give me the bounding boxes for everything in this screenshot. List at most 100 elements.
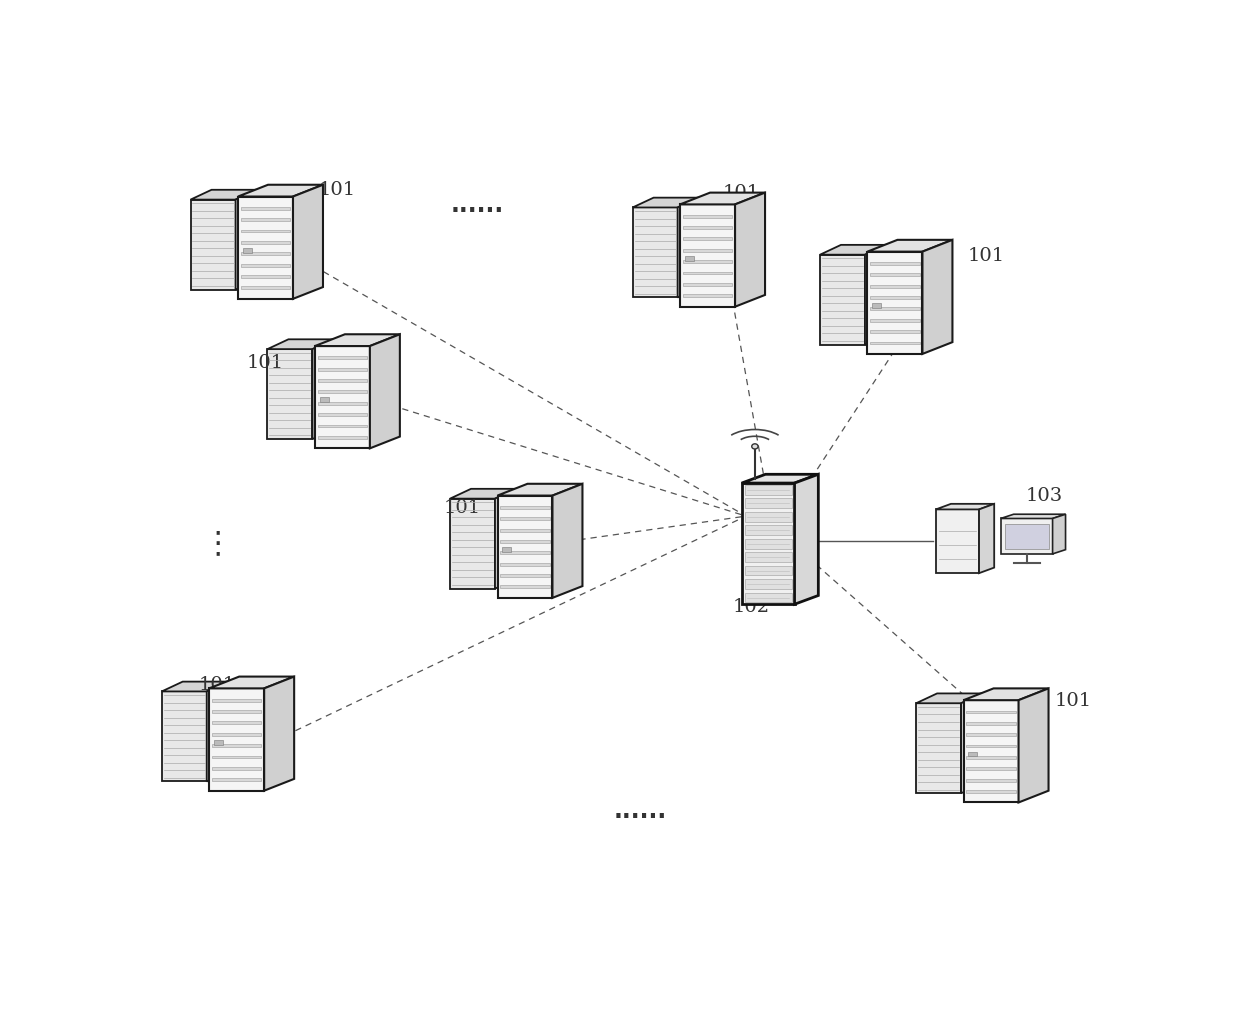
Bar	[744, 539, 791, 549]
Bar	[870, 285, 920, 287]
Polygon shape	[236, 190, 257, 289]
Bar	[744, 485, 791, 495]
Bar	[212, 779, 262, 781]
Polygon shape	[497, 496, 553, 598]
Bar	[870, 308, 920, 311]
Bar	[212, 755, 262, 758]
Bar	[968, 751, 977, 756]
Polygon shape	[916, 703, 961, 793]
Bar	[966, 790, 1016, 793]
Bar	[870, 262, 920, 265]
Bar	[683, 294, 732, 297]
Bar	[501, 586, 549, 589]
Polygon shape	[820, 245, 885, 254]
Bar	[870, 296, 920, 298]
Bar	[241, 286, 290, 289]
Bar	[683, 237, 732, 240]
Bar	[870, 330, 920, 333]
Polygon shape	[868, 251, 923, 354]
Polygon shape	[923, 240, 952, 354]
Polygon shape	[238, 196, 293, 298]
Text: 101: 101	[967, 247, 1004, 266]
Bar	[684, 256, 694, 261]
Text: ......: ......	[450, 193, 503, 218]
Bar	[966, 779, 1016, 782]
Text: ......: ......	[614, 799, 667, 823]
Polygon shape	[936, 509, 980, 573]
Polygon shape	[161, 692, 207, 782]
Polygon shape	[742, 474, 818, 483]
Polygon shape	[936, 504, 994, 509]
Bar	[683, 283, 732, 286]
Polygon shape	[680, 192, 765, 204]
Bar	[502, 547, 511, 552]
Bar	[683, 248, 732, 251]
Bar	[966, 768, 1016, 771]
Bar	[317, 357, 367, 360]
Bar	[501, 506, 549, 509]
Bar	[870, 319, 920, 322]
Polygon shape	[963, 689, 1049, 700]
Text: 102: 102	[733, 598, 769, 615]
Bar	[870, 341, 920, 344]
Polygon shape	[315, 346, 370, 449]
Bar	[966, 745, 1016, 747]
Text: 103: 103	[1025, 487, 1063, 506]
Polygon shape	[315, 334, 399, 346]
Bar	[317, 379, 367, 382]
Polygon shape	[450, 489, 516, 499]
Polygon shape	[161, 682, 228, 692]
Text: 101: 101	[1054, 692, 1091, 710]
Bar	[241, 241, 290, 244]
Polygon shape	[820, 254, 866, 344]
Text: 101: 101	[444, 499, 481, 517]
Text: 101: 101	[198, 677, 236, 694]
Polygon shape	[191, 199, 236, 289]
Bar	[744, 566, 791, 575]
Polygon shape	[210, 689, 264, 791]
Polygon shape	[553, 483, 583, 598]
Polygon shape	[868, 240, 952, 251]
Bar	[744, 552, 791, 562]
Bar	[241, 252, 290, 256]
Bar	[501, 574, 549, 577]
Text: 101: 101	[723, 184, 760, 202]
Bar	[212, 722, 262, 725]
Text: 101: 101	[319, 181, 356, 198]
Polygon shape	[680, 204, 735, 307]
Bar	[744, 512, 791, 521]
Polygon shape	[980, 504, 994, 573]
Bar	[683, 226, 732, 229]
Bar	[241, 264, 290, 267]
Bar	[744, 525, 791, 536]
Bar	[872, 303, 882, 308]
Text: 101: 101	[247, 354, 284, 372]
Bar	[744, 499, 791, 508]
Polygon shape	[495, 489, 516, 589]
Bar	[317, 413, 367, 416]
Bar	[241, 275, 290, 278]
Polygon shape	[238, 185, 322, 196]
Bar	[320, 398, 329, 403]
Bar	[317, 368, 367, 371]
Polygon shape	[268, 339, 334, 350]
Bar	[317, 402, 367, 405]
Polygon shape	[268, 350, 312, 439]
Bar	[501, 528, 549, 531]
Bar	[966, 756, 1016, 759]
Polygon shape	[293, 185, 322, 298]
Polygon shape	[1001, 514, 1065, 518]
Polygon shape	[1001, 518, 1053, 554]
Bar	[241, 230, 290, 232]
Polygon shape	[963, 700, 1018, 802]
Bar	[744, 593, 791, 602]
Bar	[212, 699, 262, 701]
Bar	[966, 733, 1016, 736]
Polygon shape	[370, 334, 399, 449]
Polygon shape	[916, 693, 982, 703]
Polygon shape	[207, 682, 228, 782]
Bar	[501, 563, 549, 565]
Bar	[212, 710, 262, 713]
Bar	[683, 272, 732, 275]
Polygon shape	[866, 245, 885, 344]
